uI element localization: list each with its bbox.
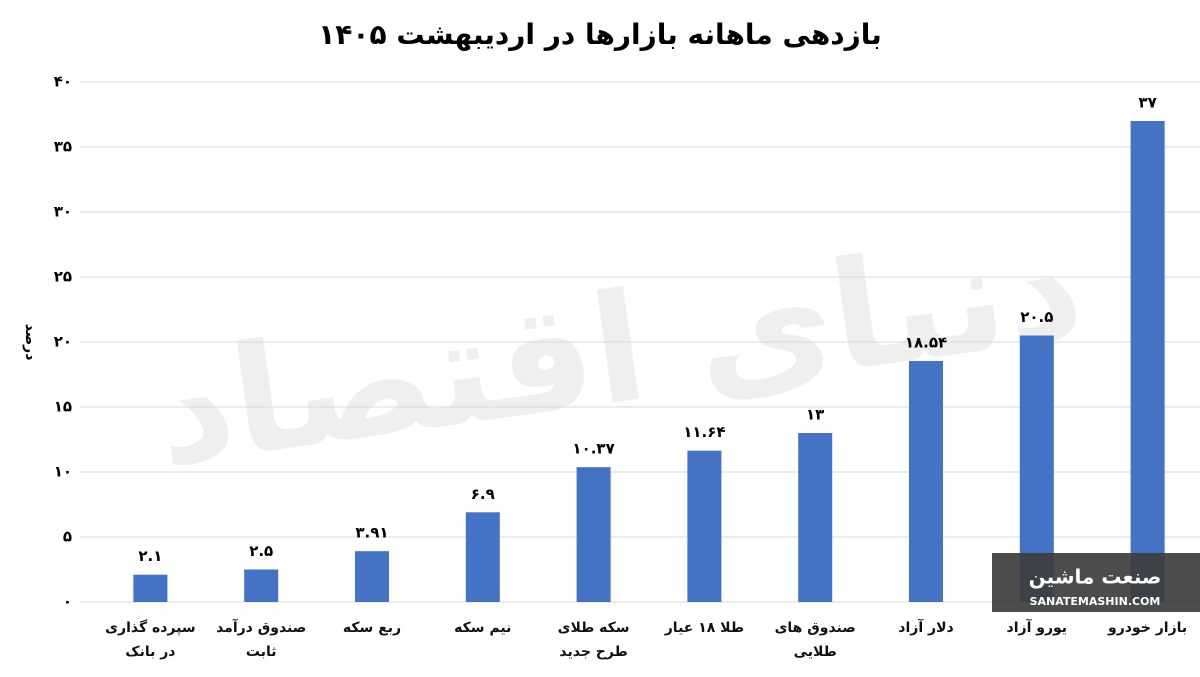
y-tick-label: ۱۵ — [54, 398, 72, 416]
x-tick-label: یورو آزاد — [1006, 620, 1068, 636]
logo: صنعت ماشین SANATEMASHIN.COM — [992, 553, 1200, 612]
bar — [1130, 121, 1165, 602]
value-label: ۱۱.۶۴ — [683, 423, 725, 441]
x-tick-label: دلار آزاد — [898, 620, 954, 636]
y-tick-label: ۲۰ — [54, 333, 72, 351]
y-tick-label: ۳۵ — [54, 138, 72, 156]
bar — [909, 360, 943, 602]
x-tick-label: سپرده گذاری در بانک — [105, 620, 196, 660]
y-tick-label: ۵ — [63, 528, 72, 546]
value-label: ۶.۹ — [471, 485, 495, 503]
value-label: ۱۰.۳۷ — [572, 440, 614, 458]
y-tick-label: ۱۰ — [54, 463, 72, 481]
y-tick-label: ۰ — [63, 593, 72, 611]
x-tick-label: بازار خودرو — [1108, 620, 1188, 636]
value-label: ۲۰.۵ — [1020, 308, 1053, 326]
bar — [133, 574, 168, 602]
bar — [465, 512, 500, 602]
bar — [687, 450, 722, 602]
x-tick-label: سکه طلای طرح جدید — [557, 620, 630, 660]
y-tick-label: ۳۰ — [54, 203, 72, 221]
bar — [576, 467, 611, 602]
value-label: ۲.۵ — [249, 542, 273, 560]
y-tick-label: ۲۵ — [54, 268, 72, 286]
bar — [798, 433, 833, 602]
logo-box — [992, 553, 1200, 612]
bar — [355, 551, 389, 602]
value-label: ۳۷ — [1138, 94, 1156, 112]
value-label: ۱۸.۵۴ — [905, 333, 947, 351]
logo-url: SANATEMASHIN.COM — [1030, 595, 1161, 608]
value-label: ۲.۱ — [138, 547, 162, 565]
x-tick-label: نیم سکه — [454, 620, 512, 636]
value-label: ۳.۹۱ — [355, 524, 388, 542]
x-tick-label: صندوق درآمد ثابت — [216, 620, 307, 660]
x-tick-label: صندوق های طلایی — [774, 620, 856, 660]
logo-text: صنعت ماشین — [1029, 565, 1162, 589]
watermark: دنیای اقتصاد — [145, 199, 1093, 501]
bar — [244, 569, 279, 602]
y-tick-label: ۴۰ — [54, 73, 72, 91]
y-axis-label: درصد — [22, 324, 38, 361]
value-label: ۱۳ — [806, 406, 824, 424]
chart-title: بازدهی ماهانه بازارها در اردیبهشت ۱۴۰۵ — [318, 18, 882, 51]
x-tick-label: طلا ۱۸ عیار — [664, 620, 745, 636]
x-tick-label: ربع سکه — [342, 620, 402, 636]
